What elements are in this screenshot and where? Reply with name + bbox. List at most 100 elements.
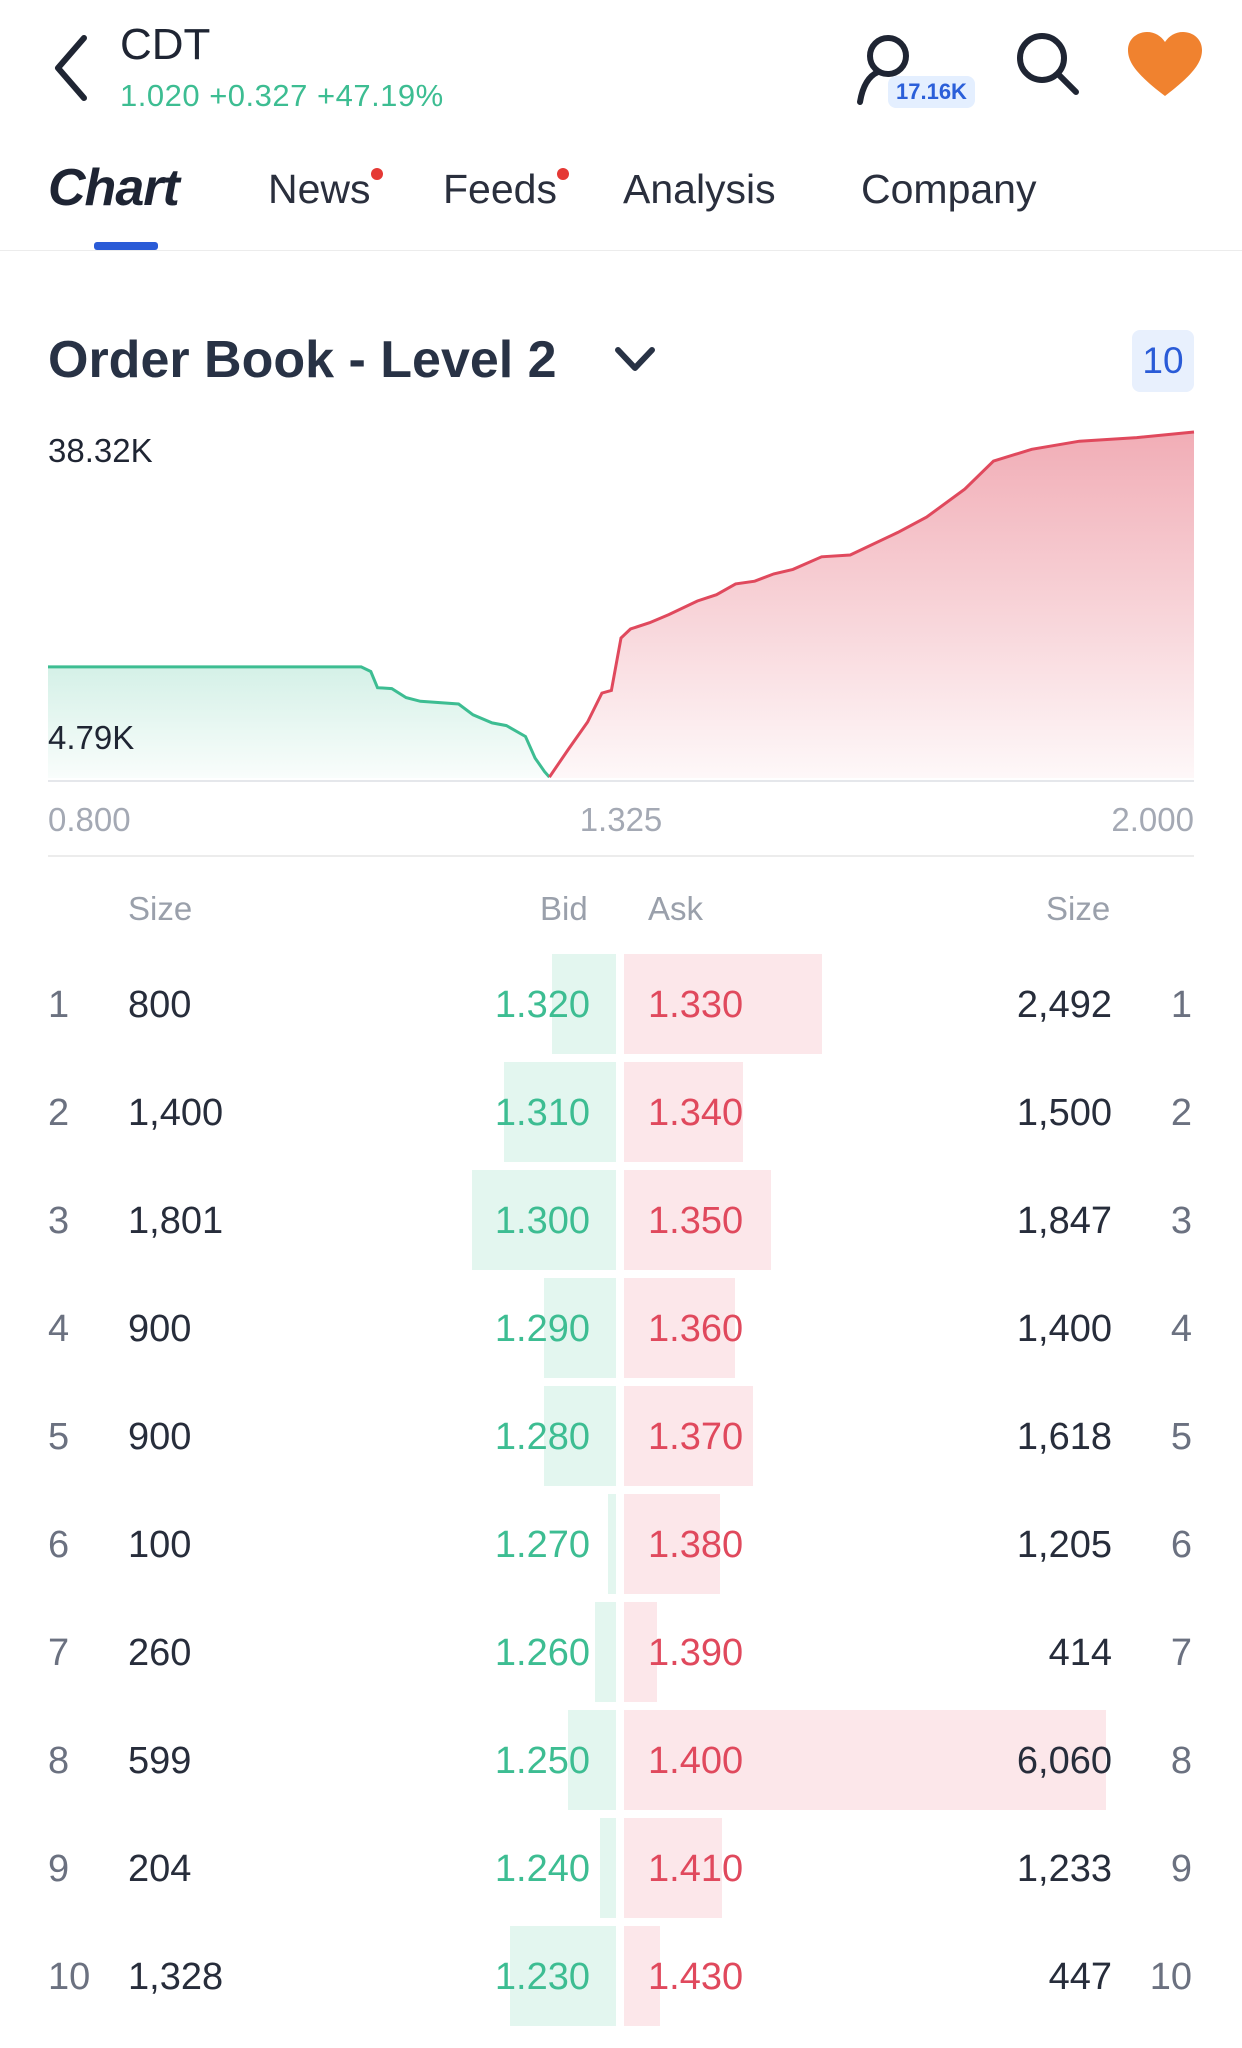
watchers-person-icon[interactable]	[850, 30, 980, 110]
x-tick-label-min: 0.800	[48, 801, 131, 838]
ticker-symbol: CDT	[120, 20, 211, 69]
news-notification-dot	[370, 168, 383, 180]
search-icon[interactable]	[1012, 28, 1082, 98]
tab-company[interactable]: Company	[861, 166, 1037, 212]
bid-rank: 4	[48, 1308, 70, 1350]
ask-size-header: Size	[1046, 890, 1111, 927]
bid-size-header: Size	[128, 890, 193, 927]
order-book-row: 6 100 1.270 1.380 1,205 6	[0, 1494, 1242, 1598]
ask-price: 1.330	[648, 984, 744, 1026]
order-book-row: 3 1,801 1.300 1.350 1,847 3	[0, 1170, 1242, 1274]
bid-size-bar	[472, 1170, 616, 1270]
ask-size-bar	[624, 1170, 771, 1270]
bid-size: 800	[128, 984, 192, 1026]
ask-size: 1,400	[1016, 1308, 1112, 1350]
ask-price: 1.340	[648, 1092, 744, 1134]
ask-rank: 8	[1170, 1740, 1192, 1782]
bid-size-bar	[608, 1494, 616, 1594]
bid-rank: 2	[48, 1092, 70, 1134]
ask-rank: 3	[1170, 1200, 1192, 1242]
bid-price: 1.270	[494, 1524, 590, 1566]
bid-size: 1,328	[128, 1956, 224, 1998]
feeds-notification-dot	[556, 168, 569, 180]
ask-price: 1.410	[648, 1848, 744, 1890]
ask-size-bar	[624, 954, 822, 1054]
ask-size: 447	[1048, 1956, 1112, 1998]
y-mid-label: 4.79K	[48, 719, 134, 756]
ask-depth-line	[548, 430, 1195, 778]
ask-price: 1.400	[648, 1740, 744, 1782]
ask-size: 1,618	[1016, 1416, 1112, 1458]
ask-size: 1,500	[1016, 1092, 1112, 1134]
bid-price: 1.240	[494, 1848, 590, 1890]
ask-rank: 1	[1170, 984, 1192, 1026]
active-tab-indicator	[94, 242, 158, 250]
bid-header: Bid	[540, 890, 588, 927]
tab-news-label: News	[268, 166, 371, 212]
bid-size-bar	[510, 1926, 616, 2026]
ask-size-bar	[624, 1818, 722, 1918]
bid-rank: 7	[48, 1632, 70, 1674]
y-max-label: 38.32K	[48, 432, 153, 469]
ask-size-bar	[624, 1386, 753, 1486]
tab-analysis[interactable]: Analysis	[623, 166, 776, 212]
chevron-down-icon[interactable]	[612, 342, 658, 378]
depth-chart: 38.32K 4.79K 0.800 1.325 2.000	[48, 430, 1195, 857]
ask-size: 1,847	[1016, 1200, 1112, 1242]
x-tick-label-max: 2.000	[1111, 801, 1194, 838]
bid-size-bar	[595, 1602, 616, 1702]
tab-news[interactable]: News	[268, 166, 383, 213]
ask-size: 1,205	[1016, 1524, 1112, 1566]
order-book-row: 9 204 1.240 1.410 1,233 9	[0, 1818, 1242, 1922]
bid-size: 599	[128, 1740, 192, 1782]
bid-size: 260	[128, 1632, 192, 1674]
bid-rank: 9	[48, 1848, 70, 1890]
bid-price: 1.230	[494, 1956, 590, 1998]
order-book-title[interactable]: Order Book - Level 2	[48, 331, 557, 389]
bid-size-bar	[600, 1818, 616, 1918]
depth-level-badge[interactable]: 10	[1132, 330, 1194, 392]
bid-size: 1,400	[128, 1092, 224, 1134]
bid-size: 900	[128, 1416, 192, 1458]
ask-price: 1.370	[648, 1416, 744, 1458]
tab-bar: Chart News Feeds Analysis Company	[0, 150, 1242, 251]
ask-rank: 2	[1170, 1092, 1192, 1134]
bid-rank: 10	[48, 1956, 91, 1998]
order-book-row: 7 260 1.260 1.390 414 7	[0, 1602, 1242, 1706]
bid-rank: 3	[48, 1200, 70, 1242]
bid-rank: 5	[48, 1416, 70, 1458]
back-arrow-icon[interactable]	[48, 32, 96, 104]
ask-price: 1.380	[648, 1524, 744, 1566]
ask-rank: 7	[1170, 1632, 1192, 1674]
order-book-row: 1 800 1.320 1.330 2,492 1	[0, 954, 1242, 1058]
ask-size-bar	[624, 1602, 657, 1702]
x-tick-label-mid: 1.325	[580, 801, 663, 838]
ask-rank: 9	[1170, 1848, 1192, 1890]
bid-size-bar	[544, 1278, 616, 1378]
tab-feeds-label: Feeds	[443, 166, 557, 212]
ask-header: Ask	[648, 890, 704, 927]
ask-price: 1.390	[648, 1632, 744, 1674]
bid-rank: 1	[48, 984, 70, 1026]
ask-rank: 6	[1170, 1524, 1192, 1566]
bid-price: 1.300	[494, 1200, 590, 1242]
bid-rank: 8	[48, 1740, 70, 1782]
bid-price: 1.320	[494, 984, 590, 1026]
watchers-count-badge: 17.16K	[888, 76, 975, 108]
tab-feeds[interactable]: Feeds	[443, 166, 569, 213]
order-book-row: 2 1,400 1.310 1.340 1,500 2	[0, 1062, 1242, 1166]
ask-size-bar	[624, 1710, 1106, 1810]
ask-rank: 10	[1149, 1956, 1192, 1998]
order-book-row: 4 900 1.290 1.360 1,400 4	[0, 1278, 1242, 1382]
favorite-heart-icon[interactable]	[1126, 30, 1204, 100]
order-book-row: 8 599 1.250 1.400 6,060 8	[0, 1710, 1242, 1814]
bid-size: 100	[128, 1524, 192, 1566]
ask-size: 2,492	[1016, 984, 1112, 1026]
ask-price: 1.350	[648, 1200, 744, 1242]
bid-size-bar	[504, 1062, 616, 1162]
order-book-row: 5 900 1.280 1.370 1,618 5	[0, 1386, 1242, 1490]
ask-rank: 4	[1170, 1308, 1192, 1350]
bid-price: 1.290	[494, 1308, 590, 1350]
tab-chart[interactable]: Chart	[48, 159, 180, 217]
bid-size: 204	[128, 1848, 192, 1890]
